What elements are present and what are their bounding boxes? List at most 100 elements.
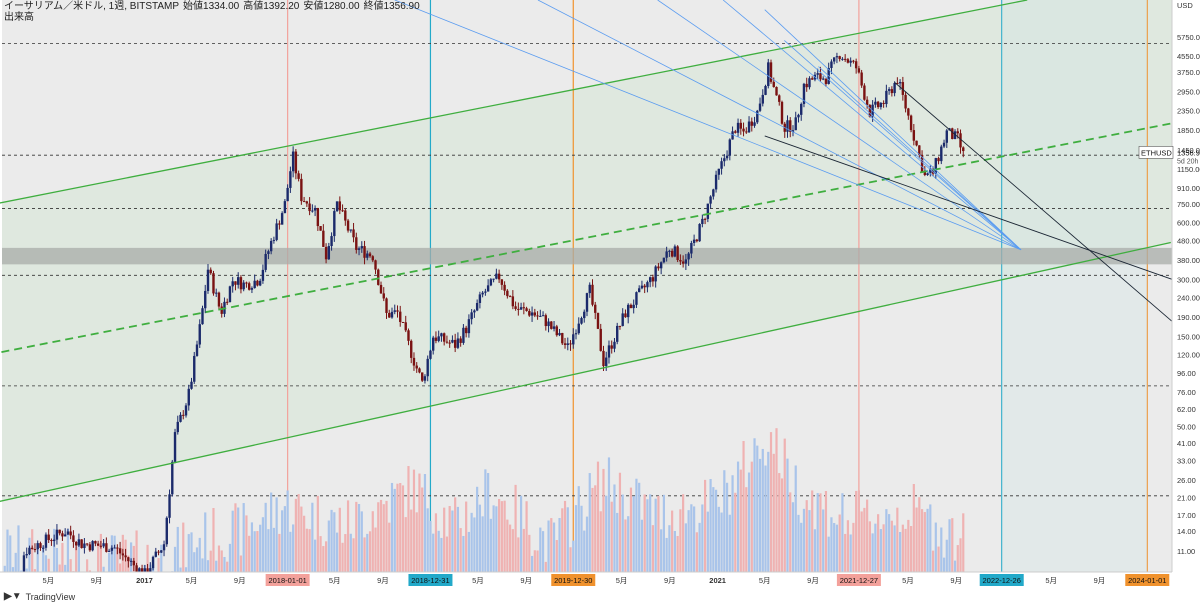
volume-bar — [855, 490, 858, 572]
volume-bar — [552, 522, 556, 572]
price-chart[interactable]: USD 5750.00 4550.00 3750.00 2950.00 2350.00 18… — [0, 0, 1200, 590]
fan-line-0 — [394, 0, 1022, 251]
ohlc-close: 終値1356.90 — [363, 1, 420, 12]
candle-body — [514, 306, 517, 309]
candle-body — [234, 281, 237, 285]
y-tick-label: 50.00 — [1177, 422, 1196, 431]
y-tick-label: 96.00 — [1177, 369, 1196, 378]
tradingview-brand[interactable]: ▶▼ TradingView — [4, 591, 75, 602]
ohlc-open: 始値1334.00 — [183, 1, 240, 12]
volume-bar — [182, 522, 185, 572]
candle-body — [626, 304, 630, 318]
candle-body — [684, 259, 688, 264]
candle-body — [58, 529, 61, 534]
volume-bar — [116, 548, 119, 572]
candle-body — [863, 85, 866, 100]
candle-body — [371, 256, 374, 261]
volume-bar — [198, 537, 201, 572]
candle-body — [885, 90, 888, 105]
volume-bar — [594, 485, 597, 572]
symbol-title[interactable]: イーサリアム／米ドル, 1週, BITSTAMP — [4, 1, 180, 12]
volume-bar — [602, 468, 605, 572]
volume-bar — [794, 465, 797, 572]
volume-bar — [585, 516, 589, 572]
candle-body — [555, 326, 558, 336]
volume-bar — [747, 472, 751, 572]
volume-bar — [868, 521, 871, 572]
candle-body — [132, 560, 136, 566]
volume-bar — [86, 559, 89, 572]
candle-body — [88, 544, 92, 551]
candle-body — [357, 248, 361, 250]
candle-body — [412, 357, 416, 366]
candle-body — [407, 330, 410, 341]
volume-bar — [462, 535, 465, 572]
candle-body — [448, 342, 451, 344]
candle-body — [124, 555, 127, 558]
volume-bar — [58, 564, 61, 572]
volume-bar — [99, 533, 102, 572]
volume-bar — [506, 519, 509, 572]
volume-bar — [484, 469, 487, 572]
candle-body — [624, 313, 627, 318]
y-tick-label: 600.00 — [1177, 218, 1200, 227]
volume-bar — [390, 482, 394, 572]
candle-body — [239, 277, 243, 290]
candle-body — [517, 308, 520, 310]
volume-bar — [698, 522, 701, 572]
volume-legend[interactable]: 出来高 — [4, 12, 34, 23]
candle-body — [846, 59, 850, 63]
candle-body — [940, 146, 943, 162]
candle-body — [313, 207, 317, 211]
volume-bar — [896, 507, 899, 572]
candle-body — [934, 158, 938, 174]
channel-lower-line — [0, 241, 1171, 502]
volume-bar — [679, 509, 682, 572]
volume-bar — [742, 441, 745, 572]
volume-bar — [250, 522, 254, 572]
volume-bar — [283, 506, 286, 572]
candle-body — [797, 114, 800, 118]
fan-line-3 — [722, 0, 1022, 251]
candle-body — [162, 544, 166, 551]
volume-bar — [824, 490, 828, 572]
volume-bar — [789, 492, 792, 572]
volume-bar — [638, 482, 641, 572]
volume-bar — [190, 532, 193, 572]
candle-body — [563, 343, 567, 345]
candle-body — [473, 310, 476, 313]
volume-bar — [88, 570, 91, 572]
candle-body — [110, 547, 114, 551]
candle-body — [250, 288, 254, 290]
candle-body — [360, 246, 363, 249]
candle-body — [904, 94, 907, 109]
candle-body — [445, 341, 449, 343]
y-tick-label: 62.00 — [1177, 405, 1196, 414]
candle-body — [212, 273, 215, 294]
volume-bar — [769, 432, 773, 572]
volume-bar — [270, 492, 273, 572]
candle-body — [681, 261, 685, 264]
candle-body — [522, 307, 526, 309]
candle-body — [725, 155, 729, 159]
volume-bar — [605, 495, 608, 572]
candle-body — [588, 284, 591, 294]
candle-body — [942, 142, 946, 147]
volume-bar — [709, 479, 712, 572]
candle-body — [519, 307, 523, 310]
volume-bar — [432, 533, 435, 572]
candle-body — [209, 269, 212, 274]
candle-body — [47, 534, 50, 541]
volume-bar — [366, 533, 369, 572]
candle-body — [44, 534, 48, 548]
volume-bar — [948, 519, 951, 572]
volume-bar — [931, 550, 935, 572]
volume-bar — [385, 500, 388, 572]
x-tick-label: 5月 — [329, 576, 341, 585]
volume-bar — [629, 487, 633, 572]
volume-bar — [451, 510, 454, 572]
volume-bar — [212, 508, 215, 572]
x-tick-label: 2018-01-01 — [268, 576, 306, 585]
candle-body — [245, 282, 248, 284]
volume-bar — [827, 536, 830, 572]
